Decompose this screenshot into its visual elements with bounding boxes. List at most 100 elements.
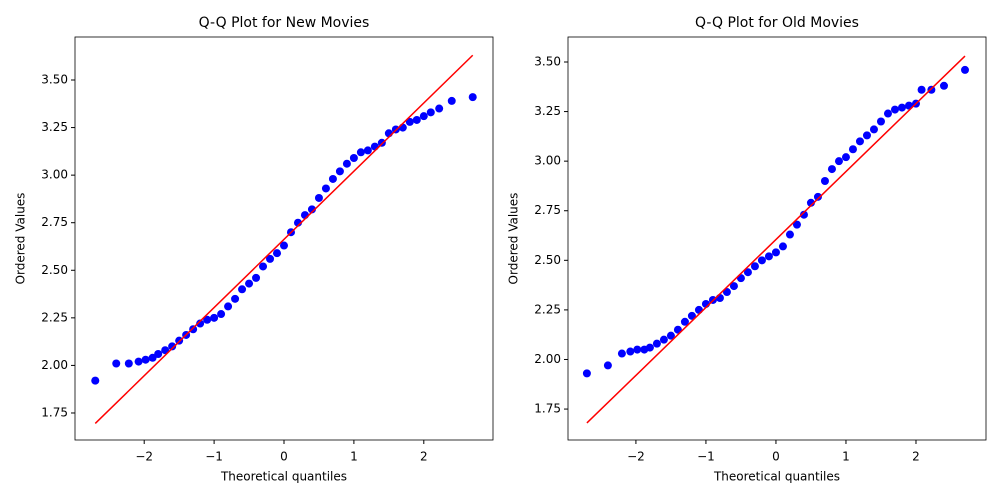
point: [666, 331, 675, 340]
point: [405, 117, 414, 126]
point: [603, 361, 612, 370]
point: [960, 65, 969, 74]
point: [645, 343, 654, 352]
y-tick-label: 3.50: [534, 54, 561, 68]
point: [412, 115, 421, 124]
point: [659, 335, 668, 344]
y-tick-label: 2.25: [41, 310, 68, 324]
x-tick-label: 0: [772, 450, 780, 464]
point: [224, 302, 233, 311]
point: [148, 353, 157, 362]
point: [722, 288, 731, 297]
point: [398, 123, 407, 132]
point: [328, 174, 337, 183]
point: [869, 125, 878, 134]
point: [91, 376, 100, 385]
chart-title: Q-Q Plot for New Movies: [199, 15, 370, 31]
axes-frame: [567, 36, 987, 441]
point: [729, 282, 738, 291]
chart-title: Q-Q Plot for Old Movies: [695, 15, 859, 31]
point: [771, 248, 780, 257]
point: [778, 242, 787, 251]
point: [426, 108, 435, 117]
point: [134, 357, 143, 366]
y-tick-label: 2.00: [534, 352, 561, 366]
point: [764, 252, 773, 261]
y-tick-label: 2.75: [534, 203, 561, 217]
point: [196, 319, 205, 328]
point: [715, 293, 724, 302]
point: [820, 176, 829, 185]
point: [259, 262, 268, 271]
point: [890, 105, 899, 114]
point: [370, 142, 379, 151]
point: [419, 112, 428, 121]
point: [280, 241, 288, 250]
point: [883, 109, 892, 118]
point: [356, 148, 365, 157]
point: [124, 359, 133, 368]
x-axis-label: Theoretical quantiles: [220, 470, 347, 484]
point: [848, 145, 857, 154]
fit-line: [586, 55, 966, 424]
point: [827, 165, 836, 174]
point: [363, 146, 372, 155]
point: [231, 294, 240, 303]
point: [335, 167, 344, 176]
point: [217, 310, 226, 319]
point: [806, 198, 815, 207]
y-axis-label: Ordered Values: [14, 193, 28, 285]
y-tick-label: 3.00: [534, 154, 561, 168]
point: [582, 369, 591, 378]
y-tick-label: 2.75: [41, 215, 68, 229]
point: [917, 85, 926, 94]
point: [266, 254, 275, 263]
point: [834, 157, 843, 166]
point: [321, 184, 330, 193]
point: [307, 205, 316, 214]
point: [468, 93, 477, 102]
y-tick-label: 1.75: [41, 405, 68, 419]
point: [314, 193, 323, 202]
point: [245, 279, 254, 288]
y-tick-label: 3.50: [41, 73, 68, 87]
point: [626, 347, 635, 356]
x-tick-label: −2: [135, 450, 153, 464]
point: [799, 210, 808, 219]
point: [841, 153, 850, 162]
y-tick-label: 3.00: [41, 168, 68, 182]
point: [694, 305, 703, 314]
point: [862, 131, 871, 140]
point: [210, 313, 219, 322]
point: [813, 192, 822, 201]
x-tick-label: 2: [420, 450, 428, 464]
x-tick-label: 0: [280, 450, 288, 464]
point: [189, 325, 198, 334]
y-tick-label: 3.25: [41, 120, 68, 134]
point: [939, 81, 948, 90]
point: [435, 104, 444, 113]
point: [652, 339, 661, 348]
point: [617, 349, 626, 358]
point: [680, 317, 689, 326]
point: [792, 220, 801, 229]
point: [273, 249, 282, 258]
x-tick-label: 1: [350, 450, 358, 464]
point: [750, 262, 759, 271]
point: [141, 355, 150, 364]
point: [203, 315, 212, 324]
y-tick-label: 2.25: [534, 302, 561, 316]
point: [897, 103, 906, 112]
x-axis-label: Theoretical quantiles: [713, 470, 840, 484]
x-tick-label: −2: [627, 450, 645, 464]
point: [876, 117, 885, 126]
point: [633, 345, 642, 354]
y-tick-label: 2.50: [41, 263, 68, 277]
fit-line: [94, 54, 474, 424]
point: [168, 342, 177, 351]
point: [161, 346, 170, 355]
x-tick-label: 1: [842, 450, 850, 464]
point: [252, 273, 261, 282]
point: [112, 359, 121, 368]
